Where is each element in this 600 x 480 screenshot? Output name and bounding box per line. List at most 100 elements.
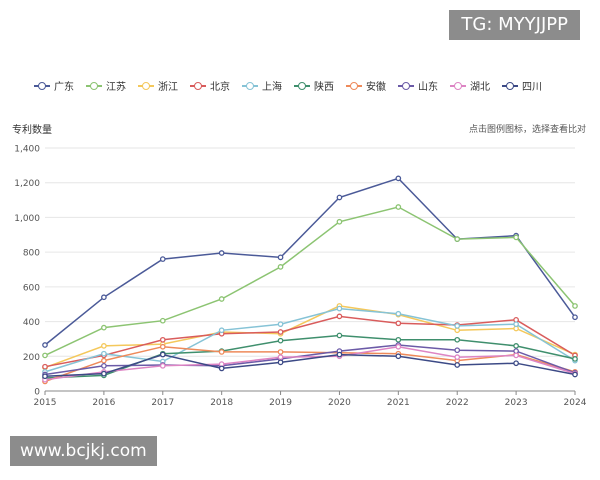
y-tick-label: 600 (23, 283, 40, 293)
series-line-北京 (44, 315, 576, 368)
legend-item-陕西[interactable]: 陕西 (294, 78, 334, 93)
legend-label: 山东 (418, 82, 438, 93)
data-point-四川 (218, 365, 225, 372)
legend-item-山东[interactable]: 山东 (398, 78, 438, 93)
data-point-安徽 (159, 343, 166, 350)
legend-item-上海[interactable]: 上海 (242, 78, 282, 93)
data-point-陕西 (336, 332, 343, 339)
data-point-广东 (395, 175, 402, 182)
x-tick-label: 2024 (564, 398, 587, 408)
data-point-浙江 (101, 343, 107, 349)
data-point-四川 (572, 371, 578, 378)
data-point-江苏 (395, 204, 402, 210)
data-point-陕西 (395, 336, 402, 343)
data-point-四川 (159, 351, 166, 358)
data-point-四川 (513, 360, 519, 367)
legend-line-icon (86, 81, 102, 91)
data-point-湖北 (395, 343, 402, 350)
legend-item-广东[interactable]: 广东 (34, 78, 74, 93)
series-line-山东 (44, 344, 576, 376)
x-tick-label: 2019 (269, 398, 292, 408)
x-tick-label: 2015 (34, 398, 57, 408)
data-point-四川 (277, 359, 284, 366)
data-point-上海 (218, 327, 225, 334)
data-point-江苏 (218, 296, 225, 302)
data-point-安徽 (277, 349, 284, 355)
data-point-广东 (572, 314, 578, 321)
legend-line-icon (450, 81, 466, 91)
data-point-山东 (454, 347, 461, 354)
legend-line-icon (502, 81, 518, 91)
data-point-上海 (454, 323, 461, 329)
x-tick-label: 2020 (328, 398, 351, 408)
legend-label: 江苏 (106, 82, 126, 93)
data-point-北京 (395, 320, 402, 327)
data-point-山东 (101, 362, 107, 369)
data-point-广东 (101, 294, 107, 301)
data-point-湖北 (159, 362, 166, 369)
y-tick-label: 1,200 (14, 179, 40, 189)
legend-line-icon (190, 81, 206, 91)
data-point-广东 (218, 250, 225, 256)
data-point-广东 (277, 254, 284, 261)
data-point-北京 (277, 329, 284, 335)
legend-line-icon (398, 81, 414, 91)
series-line-上海 (44, 307, 576, 373)
legend-line-icon (346, 81, 362, 91)
data-point-安徽 (218, 349, 225, 355)
legend-item-江苏[interactable]: 江苏 (86, 78, 126, 93)
y-tick-label: 1,000 (14, 214, 40, 224)
series-line-浙江 (44, 305, 576, 369)
legend-item-四川[interactable]: 四川 (502, 78, 542, 93)
data-point-上海 (513, 321, 519, 328)
data-point-陕西 (277, 337, 284, 344)
legend-line-icon (34, 81, 50, 91)
data-point-江苏 (101, 324, 107, 331)
x-tick-label: 2022 (446, 398, 469, 408)
legend-line-icon (242, 81, 258, 91)
chart-legend: 广东 江苏 浙江 北京 上海 陕西 安徽 山东 湖北 四川 (34, 78, 542, 93)
data-point-陕西 (454, 336, 461, 343)
data-point-江苏 (159, 317, 166, 324)
legend-label: 陕西 (314, 82, 334, 93)
legend-item-湖北[interactable]: 湖北 (450, 78, 490, 93)
data-point-湖北 (277, 354, 284, 361)
legend-label: 上海 (262, 82, 282, 93)
x-tick-label: 2023 (505, 398, 528, 408)
legend-line-icon (138, 81, 154, 91)
series-line-广东 (44, 177, 576, 346)
legend-item-安徽[interactable]: 安徽 (346, 78, 386, 93)
data-point-四川 (101, 370, 107, 377)
x-tick-label: 2016 (92, 398, 115, 408)
data-point-湖北 (513, 352, 519, 359)
data-point-上海 (395, 310, 402, 317)
series-line-湖北 (44, 345, 576, 381)
data-point-上海 (277, 321, 284, 328)
series-line-四川 (44, 353, 576, 377)
watermark-top: TG: MYYJJPP (449, 10, 580, 40)
y-tick-label: 0 (34, 388, 40, 398)
x-tick-label: 2018 (210, 398, 233, 408)
data-point-北京 (336, 313, 343, 320)
y-axis-label: 专利数量 (12, 125, 52, 136)
data-point-广东 (159, 256, 166, 262)
legend-label: 浙江 (158, 82, 178, 93)
data-point-四川 (336, 351, 343, 358)
data-point-北京 (159, 336, 166, 343)
legend-label: 湖北 (470, 82, 490, 93)
data-point-江苏 (572, 303, 578, 309)
data-point-四川 (42, 373, 48, 380)
x-tick-label: 2021 (387, 398, 410, 408)
y-tick-label: 200 (23, 353, 40, 363)
data-point-陕西 (572, 356, 578, 362)
data-point-北京 (42, 363, 48, 370)
data-point-上海 (336, 305, 343, 312)
legend-label: 安徽 (366, 82, 386, 93)
data-point-江苏 (42, 352, 48, 359)
legend-item-浙江[interactable]: 浙江 (138, 78, 178, 93)
data-point-陕西 (513, 343, 519, 349)
legend-label: 北京 (210, 82, 230, 93)
data-point-江苏 (513, 234, 519, 241)
legend-item-北京[interactable]: 北京 (190, 78, 230, 93)
